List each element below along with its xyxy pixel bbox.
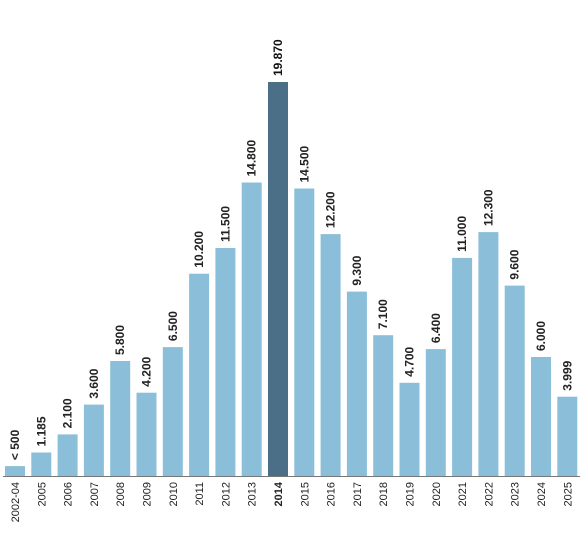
bar-2019 xyxy=(399,382,420,476)
value-label-2014: 19.870 xyxy=(271,39,285,76)
x-tick-label-2005: 2005 xyxy=(36,482,48,506)
x-tick-label-2019: 2019 xyxy=(405,482,417,506)
bar-2015 xyxy=(294,188,315,476)
x-tick-label-2012: 2012 xyxy=(220,482,232,506)
value-label-2005: 1.185 xyxy=(34,416,48,446)
value-label-2022: 12.300 xyxy=(481,189,495,226)
bar-2008 xyxy=(110,361,131,476)
value-label-2009: 4.200 xyxy=(140,356,154,386)
value-label-2015: 14.500 xyxy=(297,145,311,182)
x-tick-label-2025: 2025 xyxy=(562,482,574,506)
x-tick-label-2014: 2014 xyxy=(273,481,285,506)
x-tick-label-2010: 2010 xyxy=(168,482,180,506)
x-tick-label-2009: 2009 xyxy=(142,482,154,506)
value-label-2017: 9.300 xyxy=(350,255,364,285)
x-tick-label-2006: 2006 xyxy=(63,482,75,506)
bar-2022 xyxy=(478,232,499,476)
x-tick-label-2002-04: 2002-04 xyxy=(10,482,22,522)
bar-2009 xyxy=(136,392,157,476)
x-tick-label-2020: 2020 xyxy=(431,482,443,506)
value-label-2019: 4.700 xyxy=(403,346,417,376)
value-label-2002-04: < 500 xyxy=(8,429,22,460)
value-label-2006: 2.100 xyxy=(61,398,75,428)
x-tick-label-2011: 2011 xyxy=(194,482,206,506)
x-tick-label-2024: 2024 xyxy=(536,482,548,506)
bar-2016 xyxy=(320,234,341,476)
value-label-2025: 3.999 xyxy=(560,360,574,390)
bar-2018 xyxy=(373,335,394,476)
bar-2017 xyxy=(346,291,367,476)
x-tick-label-2017: 2017 xyxy=(352,482,364,506)
x-tick-label-2015: 2015 xyxy=(299,482,311,506)
value-labels-group: < 500 1.185 2.100 3.600 5.800 4.200 6.500 10.20… xyxy=(8,39,574,460)
bar-2002-04 xyxy=(5,466,25,476)
bar-2013 xyxy=(241,182,262,476)
bar-2021 xyxy=(452,257,473,476)
value-label-2013: 14.800 xyxy=(245,139,259,176)
x-tick-label-2021: 2021 xyxy=(457,482,469,506)
value-label-2020: 6.400 xyxy=(429,313,443,343)
bar-2020 xyxy=(425,349,446,476)
x-tick-labels-group: 2002-04 2005 2006 2007 2008 2009 2010 2011 2012 2… xyxy=(10,481,574,522)
x-tick-label-2013: 2013 xyxy=(247,482,259,506)
bar-2014 xyxy=(268,82,288,476)
bar-2010 xyxy=(162,347,183,476)
value-label-2011: 10.200 xyxy=(192,231,206,268)
x-tick-label-2022: 2022 xyxy=(483,482,495,506)
value-label-2012: 11.500 xyxy=(218,206,232,242)
bar-2007 xyxy=(83,404,104,476)
bars-group xyxy=(5,82,578,476)
x-tick-label-2016: 2016 xyxy=(326,482,338,506)
value-label-2010: 6.500 xyxy=(166,311,180,341)
value-label-2007: 3.600 xyxy=(87,368,101,398)
bar-2011 xyxy=(189,273,210,476)
bar-2006 xyxy=(57,434,78,476)
value-label-2024: 6.000 xyxy=(534,321,548,351)
value-label-2021: 11.000 xyxy=(455,216,469,252)
bar-2023 xyxy=(504,285,525,476)
bar-2025 xyxy=(557,396,578,476)
bar-2012 xyxy=(215,248,236,476)
bar-2005 xyxy=(31,452,52,476)
x-tick-label-2018: 2018 xyxy=(378,482,390,506)
bar-2024 xyxy=(531,357,551,476)
value-label-2023: 9.600 xyxy=(508,249,522,279)
value-label-2018: 7.100 xyxy=(376,299,390,329)
x-tick-label-2008: 2008 xyxy=(115,482,127,506)
x-tick-label-2007: 2007 xyxy=(89,482,101,506)
x-tick-label-2023: 2023 xyxy=(510,482,522,506)
value-label-2008: 5.800 xyxy=(113,325,127,355)
value-label-2016: 12.200 xyxy=(324,191,338,228)
